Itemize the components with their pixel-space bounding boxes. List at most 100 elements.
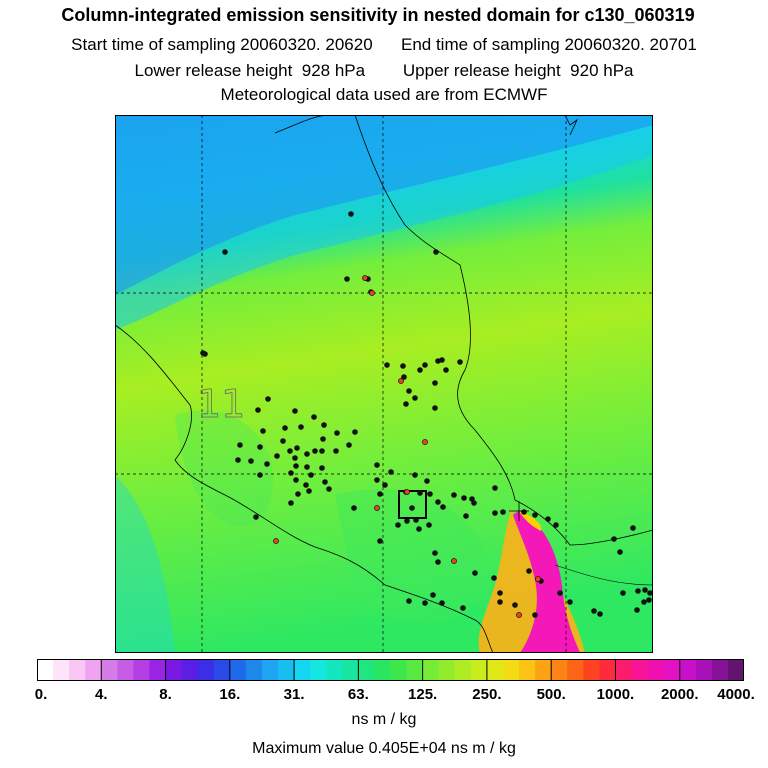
site-dot bbox=[406, 388, 412, 394]
site-dot bbox=[377, 538, 383, 544]
colorbar-cell bbox=[294, 659, 311, 681]
site-dot bbox=[472, 570, 478, 576]
site-dot bbox=[235, 457, 241, 463]
site-dot bbox=[404, 518, 410, 524]
colorbar-cell bbox=[647, 659, 665, 681]
colorbar-tick-label: 1000. bbox=[596, 686, 635, 703]
colorbar-cell bbox=[245, 659, 263, 681]
site-dot-highlight bbox=[398, 378, 404, 384]
site-dot bbox=[412, 472, 418, 478]
site-dot bbox=[382, 482, 388, 488]
colorbar-cell bbox=[197, 659, 215, 681]
site-dot bbox=[282, 425, 288, 431]
site-dot bbox=[346, 442, 352, 448]
site-dot bbox=[463, 513, 469, 519]
border-line bbox=[564, 115, 579, 136]
site-dot bbox=[440, 504, 446, 510]
site-dot bbox=[248, 458, 254, 464]
colorbar-cell bbox=[631, 659, 649, 681]
overlay-label: 11 bbox=[197, 382, 245, 426]
colorbar-cell bbox=[229, 659, 247, 681]
site-dot bbox=[500, 509, 506, 515]
site-dot bbox=[320, 436, 326, 442]
site-dot bbox=[553, 522, 559, 528]
site-dot bbox=[597, 611, 603, 617]
site-dot bbox=[303, 482, 309, 488]
site-dot bbox=[326, 486, 332, 492]
colorbar-cell bbox=[181, 659, 199, 681]
site-dot bbox=[545, 516, 551, 522]
site-dot-highlight bbox=[369, 290, 375, 296]
colorbar-cell bbox=[326, 659, 343, 681]
colorbar-cell bbox=[583, 659, 600, 681]
colorbar-cell bbox=[261, 659, 279, 681]
site-dot bbox=[430, 592, 436, 598]
site-dot bbox=[403, 401, 409, 407]
site-dot bbox=[417, 490, 423, 496]
site-dot bbox=[293, 463, 299, 469]
site-dot bbox=[237, 442, 243, 448]
colorbar-cell bbox=[390, 659, 408, 681]
site-dot bbox=[265, 396, 271, 402]
site-dot bbox=[319, 448, 325, 454]
site-dot bbox=[293, 477, 299, 483]
meteo-source-line: Meteorological data used are from ECMWF bbox=[220, 85, 548, 104]
site-dot bbox=[432, 550, 438, 556]
site-dot bbox=[641, 599, 647, 605]
site-dot bbox=[557, 590, 563, 596]
colorbar-cell bbox=[519, 659, 536, 681]
colorbar-cell bbox=[615, 659, 633, 681]
site-dot bbox=[260, 428, 266, 434]
colorbar-cell bbox=[454, 659, 472, 681]
colorbar-cell bbox=[310, 659, 327, 681]
colorbar-cell bbox=[551, 659, 568, 681]
site-dot bbox=[642, 587, 648, 593]
colorbar-cell bbox=[535, 659, 552, 681]
site-dot bbox=[288, 500, 294, 506]
colorbar-cell bbox=[165, 659, 183, 681]
site-dot bbox=[417, 367, 423, 373]
emission-sensitivity-map: 11 bbox=[115, 115, 653, 653]
site-dot bbox=[512, 602, 518, 608]
site-dot-highlight bbox=[273, 538, 279, 544]
site-dot bbox=[647, 590, 653, 596]
colorbar-cell bbox=[342, 659, 359, 681]
cyan-west-region bbox=[115, 475, 175, 653]
site-dot bbox=[264, 461, 270, 467]
site-dot bbox=[426, 522, 432, 528]
colorbar-tick-label: 63. bbox=[347, 686, 369, 703]
site-dot bbox=[634, 607, 640, 613]
site-dot bbox=[352, 429, 358, 435]
sampling-time-line: Start time of sampling 20060320. 20620 E… bbox=[71, 35, 697, 54]
site-dot bbox=[497, 590, 503, 596]
site-dot bbox=[319, 465, 325, 471]
colorbar-tick-label: 500. bbox=[536, 686, 566, 703]
site-dot bbox=[200, 350, 206, 356]
site-dot bbox=[287, 448, 293, 454]
colorbar-cell bbox=[149, 659, 167, 681]
plume-core bbox=[519, 511, 542, 531]
site-dot-highlight bbox=[422, 439, 428, 445]
site-dot bbox=[433, 249, 439, 255]
colorbar bbox=[37, 659, 744, 681]
site-dot bbox=[400, 363, 406, 369]
colorbar-unit: ns m / kg bbox=[351, 711, 417, 728]
site-dot bbox=[457, 359, 463, 365]
site-dot-highlight bbox=[451, 558, 457, 564]
site-dot bbox=[257, 444, 263, 450]
maximum-value-label: Maximum value 0.405E+04 ns m / kg bbox=[252, 740, 516, 757]
site-dot bbox=[491, 575, 497, 581]
site-dot bbox=[255, 407, 261, 413]
site-dot bbox=[280, 438, 286, 444]
site-dot bbox=[294, 445, 300, 451]
site-dot bbox=[432, 405, 438, 411]
site-dot bbox=[567, 599, 573, 605]
coastline-west bbox=[115, 324, 494, 653]
site-dot bbox=[497, 599, 503, 605]
colorbar-tick-label: 31. bbox=[283, 686, 305, 703]
site-dot bbox=[304, 464, 310, 470]
site-dot bbox=[526, 568, 532, 574]
site-dot bbox=[409, 505, 415, 511]
site-dot bbox=[322, 479, 328, 485]
site-dot bbox=[384, 362, 390, 368]
